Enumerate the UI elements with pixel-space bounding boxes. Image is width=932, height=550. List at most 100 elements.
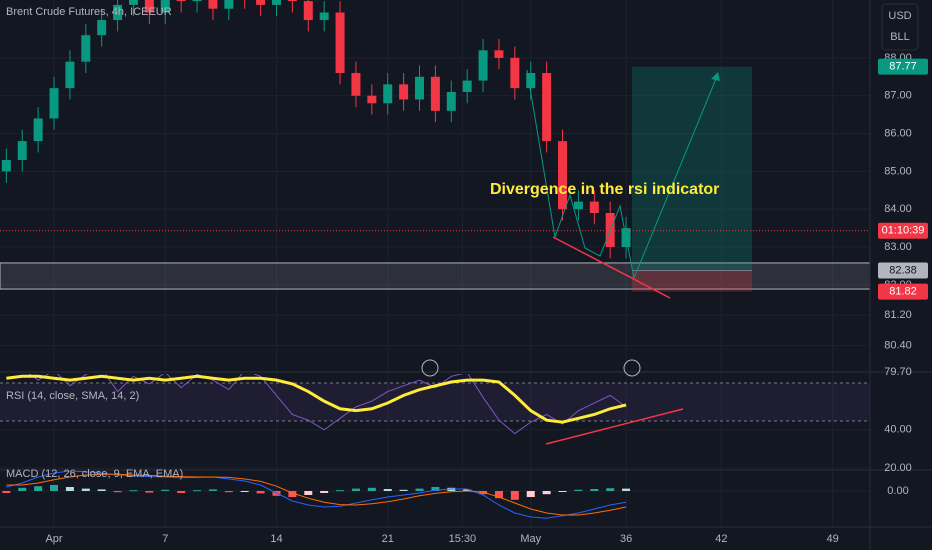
candle-body bbox=[478, 50, 488, 81]
candle-body bbox=[335, 12, 345, 74]
macd-histogram-bar bbox=[304, 491, 313, 495]
candle-body bbox=[192, 0, 202, 2]
price-tag-label: 01:10:39 bbox=[882, 225, 925, 237]
macd-histogram-bar bbox=[574, 489, 583, 491]
y-tick-label: 84.00 bbox=[884, 203, 912, 215]
axes: Apr 7 14 21 15:30 May 36 42 4988.0087.0086.0085.… bbox=[45, 52, 928, 545]
candle-body bbox=[97, 20, 107, 36]
macd-histogram-bar bbox=[208, 489, 217, 491]
candle-body bbox=[208, 0, 218, 9]
macd-histogram-bar bbox=[415, 488, 424, 491]
currency-box[interactable] bbox=[881, 3, 919, 51]
rsi-band bbox=[0, 383, 870, 421]
price-tag-label: 87.77 bbox=[889, 60, 917, 72]
candle-body bbox=[65, 61, 75, 89]
macd-histogram-bar bbox=[161, 489, 170, 491]
candle-body bbox=[144, 0, 154, 13]
candle-body bbox=[494, 50, 504, 58]
event-icon[interactable] bbox=[421, 359, 439, 377]
candle-body bbox=[113, 4, 123, 21]
macd-histogram-bar bbox=[463, 489, 472, 491]
macd-histogram-bar bbox=[494, 491, 503, 499]
macd-histogram-bar bbox=[542, 491, 551, 495]
loss-zone bbox=[632, 270, 752, 292]
symbol-title: Brent Crude Futures, 4h, ICEEUR bbox=[6, 6, 172, 18]
x-tick-label: 49 bbox=[827, 533, 839, 545]
macd-histogram-bar bbox=[558, 491, 567, 492]
macd-histogram-bar bbox=[145, 491, 154, 493]
macd-histogram-bar bbox=[367, 487, 376, 491]
candle-body bbox=[399, 84, 409, 100]
y-tick-label: 79.70 bbox=[884, 366, 912, 378]
candle-body bbox=[558, 141, 568, 210]
macd-histogram-bar bbox=[383, 489, 392, 491]
unit[interactable]: BLL bbox=[890, 31, 910, 43]
candle-body bbox=[383, 84, 393, 104]
candle-body bbox=[176, 0, 186, 2]
price-tag bbox=[878, 58, 928, 75]
currency[interactable]: USD bbox=[888, 10, 911, 22]
candle-body bbox=[287, 0, 297, 2]
y-tick-label: 40.00 bbox=[884, 424, 912, 436]
x-tick-label: 42 bbox=[715, 533, 727, 545]
candle-body bbox=[271, 0, 281, 5]
event-icon[interactable] bbox=[623, 359, 641, 377]
candle-body bbox=[526, 73, 536, 89]
macd-histogram-bar bbox=[240, 491, 249, 492]
price-tag-label: 82.38 bbox=[889, 264, 917, 276]
x-tick-label: Apr bbox=[45, 533, 62, 545]
macd-pane bbox=[2, 471, 631, 519]
candle-body bbox=[1, 160, 11, 172]
candle-body bbox=[351, 73, 361, 96]
macd-histogram-bar bbox=[2, 491, 11, 493]
x-tick-label: 21 bbox=[382, 533, 394, 545]
macd-histogram-bar bbox=[399, 489, 408, 491]
y-tick-label: 86.00 bbox=[884, 127, 912, 139]
candle-body bbox=[367, 95, 377, 104]
candle-body bbox=[33, 118, 43, 142]
price-tag bbox=[878, 262, 928, 279]
x-tick-label: 15:30 bbox=[449, 533, 477, 545]
macd-histogram-bar bbox=[510, 491, 519, 500]
price-pane bbox=[0, 0, 870, 292]
x-tick-label: 7 bbox=[162, 533, 168, 545]
candle-body bbox=[589, 201, 599, 213]
candle-body bbox=[446, 91, 456, 111]
price-tag bbox=[878, 222, 928, 239]
macd-histogram-bar bbox=[606, 488, 615, 491]
macd-histogram-bar bbox=[97, 489, 106, 491]
macd-line bbox=[6, 473, 627, 516]
rsi-line bbox=[6, 374, 627, 424]
macd-histogram-bar bbox=[34, 486, 43, 491]
candle-body bbox=[256, 0, 266, 5]
candle-body bbox=[573, 201, 583, 210]
macd-histogram-bar bbox=[193, 490, 202, 492]
rsi-line bbox=[28, 374, 627, 435]
y-tick-label: 20.00 bbox=[884, 462, 912, 474]
y-tick-label: 0.00 bbox=[887, 485, 908, 497]
x-tick-label: 14 bbox=[270, 533, 282, 545]
macd-histogram-bar bbox=[256, 491, 265, 494]
macd-histogram-bar bbox=[50, 485, 59, 491]
arrow-head bbox=[711, 72, 720, 81]
candle-body bbox=[462, 80, 472, 92]
rsi-trend-line bbox=[545, 408, 684, 445]
macd-histogram-bar bbox=[129, 490, 138, 492]
macd-histogram-bar bbox=[622, 488, 631, 491]
support-zone bbox=[0, 262, 870, 290]
macd-histogram-bar bbox=[224, 491, 233, 493]
macd-histogram-bar bbox=[113, 491, 122, 493]
candle-body bbox=[160, 0, 170, 13]
y-tick-label: 80.40 bbox=[884, 339, 912, 351]
macd-histogram-bar bbox=[320, 491, 329, 493]
y-tick-label: 87.00 bbox=[884, 90, 912, 102]
candle-body bbox=[49, 88, 59, 119]
macd-histogram-bar bbox=[81, 488, 90, 491]
price-tag bbox=[878, 283, 928, 300]
annotation: Divergence in the rsi indicator bbox=[490, 181, 719, 198]
candle-body bbox=[81, 35, 91, 62]
rsi-pane bbox=[0, 374, 870, 435]
candle-body bbox=[542, 73, 552, 142]
y-tick-label: 83.00 bbox=[884, 241, 912, 253]
